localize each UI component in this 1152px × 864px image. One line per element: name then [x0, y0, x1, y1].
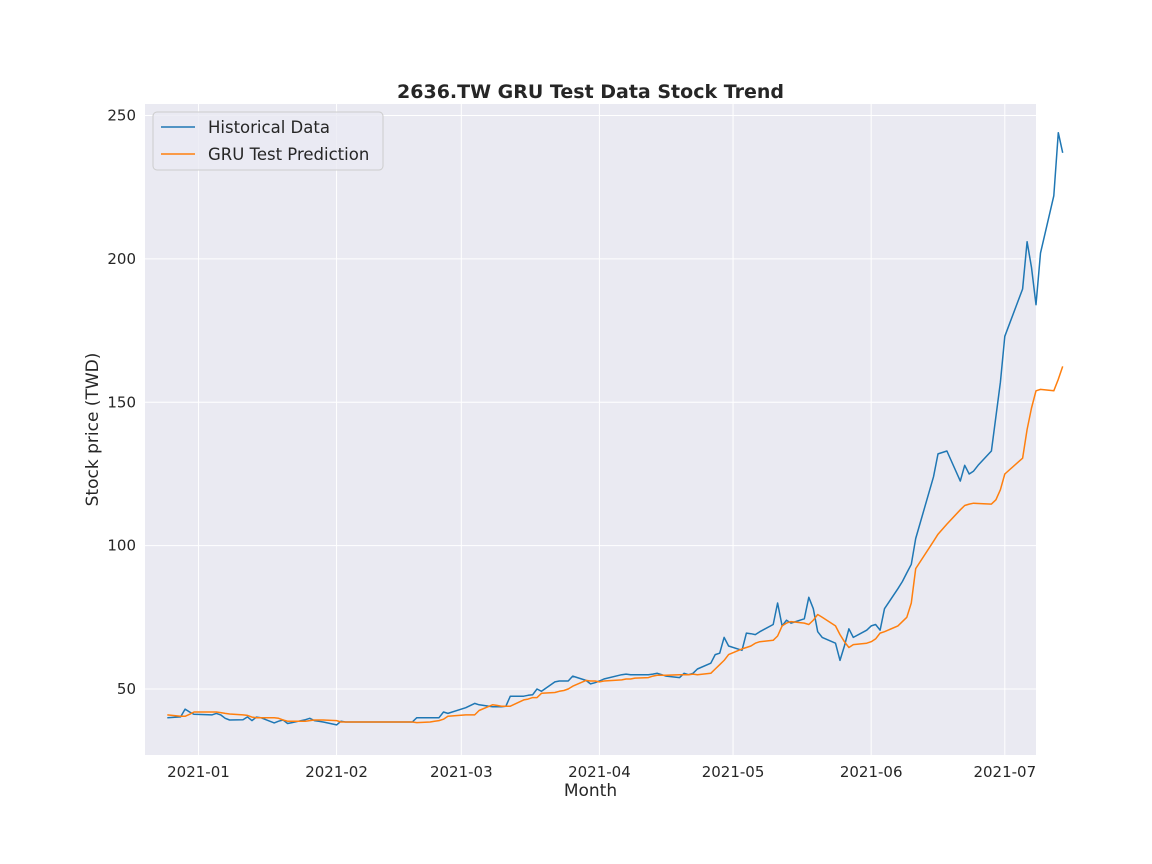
- chart-title: 2636.TW GRU Test Data Stock Trend: [397, 81, 784, 103]
- x-tick-label: 2021-07: [973, 763, 1036, 781]
- y-tick-label: 50: [117, 680, 136, 698]
- series-line-prediction: [167, 366, 1064, 724]
- legend: Historical Data GRU Test Prediction: [152, 111, 384, 171]
- y-tick-label: 200: [107, 250, 136, 268]
- gridlines: [145, 104, 1036, 755]
- legend-label-historical: Historical Data: [208, 118, 330, 137]
- y-axis-label: Stock price (TWD): [83, 353, 103, 507]
- x-tick-label: 2021-03: [430, 763, 493, 781]
- legend-label-prediction: GRU Test Prediction: [208, 145, 369, 164]
- y-tick-label: 100: [107, 537, 136, 555]
- y-tick-label: 150: [107, 393, 136, 411]
- x-tick-label: 2021-01: [167, 763, 230, 781]
- series-line-historical: [167, 131, 1064, 726]
- x-axis-ticks: 2021-01 2021-02 2021-03 2021-04 2021-05 2021-…: [167, 763, 1036, 781]
- x-tick-label: 2021-02: [305, 763, 368, 781]
- y-tick-label: 250: [107, 106, 136, 124]
- y-axis-ticks: 50 100 150 200 250: [107, 106, 136, 698]
- x-tick-label: 2021-05: [702, 763, 765, 781]
- x-tick-label: 2021-04: [568, 763, 631, 781]
- series-lines: [167, 131, 1064, 726]
- x-axis-label: Month: [564, 781, 617, 801]
- x-tick-label: 2021-06: [840, 763, 903, 781]
- plot-area: [145, 104, 1036, 755]
- legend-box: [152, 111, 384, 171]
